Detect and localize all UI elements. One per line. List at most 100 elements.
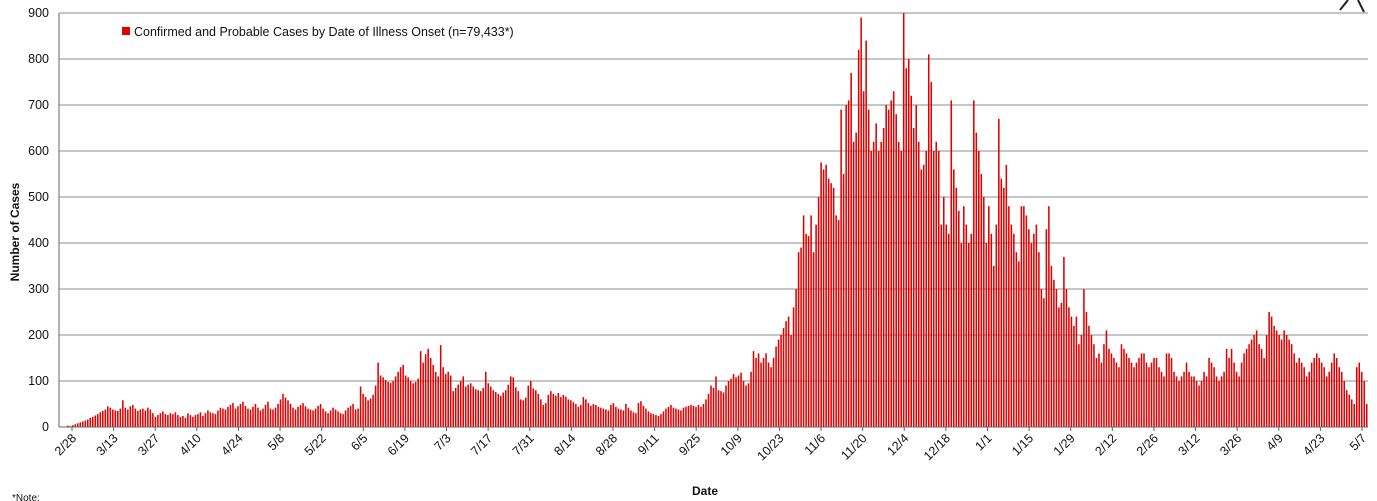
bar [1010, 224, 1013, 427]
x-tick-label: 2/26 [1134, 431, 1161, 458]
x-tick-label: 3/12 [1176, 431, 1203, 458]
bar [572, 402, 575, 427]
bar [1163, 376, 1165, 427]
bar [409, 381, 412, 427]
bar [237, 406, 239, 427]
bar [1270, 316, 1273, 427]
bar [1053, 279, 1055, 427]
bar [995, 224, 998, 427]
bar [1345, 390, 1348, 427]
bar [747, 383, 750, 427]
bar [1330, 362, 1333, 427]
bar [1135, 362, 1138, 427]
bar [339, 413, 342, 427]
bar [775, 346, 777, 427]
x-tick-label: 7/3 [431, 431, 453, 453]
bar [770, 367, 772, 427]
bar [640, 401, 642, 427]
bar [484, 371, 487, 427]
bar [114, 410, 117, 427]
bar [635, 413, 637, 427]
bar [707, 393, 710, 427]
bar [1340, 371, 1343, 427]
bar [102, 410, 104, 427]
bar [227, 406, 229, 427]
bar [1100, 362, 1103, 427]
bar [845, 105, 847, 427]
bar [1248, 344, 1250, 427]
bar [189, 415, 192, 427]
bar [239, 404, 242, 427]
bar [842, 174, 845, 427]
y-tick-label: 200 [28, 328, 49, 342]
bar [822, 169, 825, 427]
bar [367, 400, 369, 427]
bar [865, 40, 867, 427]
bar [1300, 362, 1303, 427]
bar [179, 416, 182, 427]
bar [765, 353, 767, 427]
bar [1133, 367, 1135, 427]
bar [925, 151, 928, 427]
bar [87, 419, 89, 427]
bar [665, 408, 667, 427]
y-axis-title: Number of Cases [8, 182, 22, 281]
bar [127, 409, 129, 427]
bar [394, 376, 397, 427]
bar [985, 243, 988, 427]
bar [234, 408, 237, 427]
bar [197, 414, 199, 427]
bar [1113, 358, 1115, 427]
bar [1213, 367, 1215, 427]
bar [1170, 358, 1173, 427]
bar [970, 233, 973, 427]
bar [344, 410, 347, 427]
x-tick-label: 3/26 [1217, 431, 1244, 458]
bar [1353, 404, 1356, 427]
bar [1118, 367, 1120, 427]
bar [487, 383, 490, 427]
bar [652, 414, 655, 427]
bar [1103, 344, 1105, 427]
bar [760, 362, 762, 427]
bar [262, 408, 264, 427]
bar [990, 233, 993, 427]
bar [327, 413, 329, 427]
bar [1355, 367, 1358, 427]
bar [337, 411, 339, 427]
bar [1250, 339, 1253, 427]
y-tick-label: 100 [28, 374, 49, 388]
bar [154, 416, 157, 427]
bar [1335, 358, 1338, 427]
bar [1350, 399, 1353, 427]
bar [512, 377, 515, 427]
bar [1040, 289, 1043, 427]
bar [920, 169, 923, 427]
bar [1078, 344, 1080, 427]
bar [71, 425, 74, 427]
bar [479, 391, 482, 427]
bar [124, 407, 127, 427]
bar [517, 391, 520, 427]
bar [342, 414, 344, 427]
bar [685, 406, 687, 427]
bar [1075, 316, 1078, 427]
bar [1303, 367, 1305, 427]
bar [642, 405, 645, 427]
x-tick-label: 3/27 [135, 431, 162, 458]
bar [812, 252, 815, 427]
bar [1278, 335, 1280, 427]
bar [287, 400, 289, 427]
bar [750, 371, 752, 427]
bar [1128, 358, 1130, 427]
bar [259, 410, 262, 427]
gridlines [59, 12, 1368, 382]
bar [139, 409, 142, 427]
bar [312, 410, 314, 427]
bar [1085, 312, 1088, 427]
x-tick-label: 10/23 [755, 431, 787, 463]
bar [1280, 339, 1283, 427]
bar [184, 417, 187, 427]
bar [429, 358, 432, 427]
bar [582, 397, 585, 427]
